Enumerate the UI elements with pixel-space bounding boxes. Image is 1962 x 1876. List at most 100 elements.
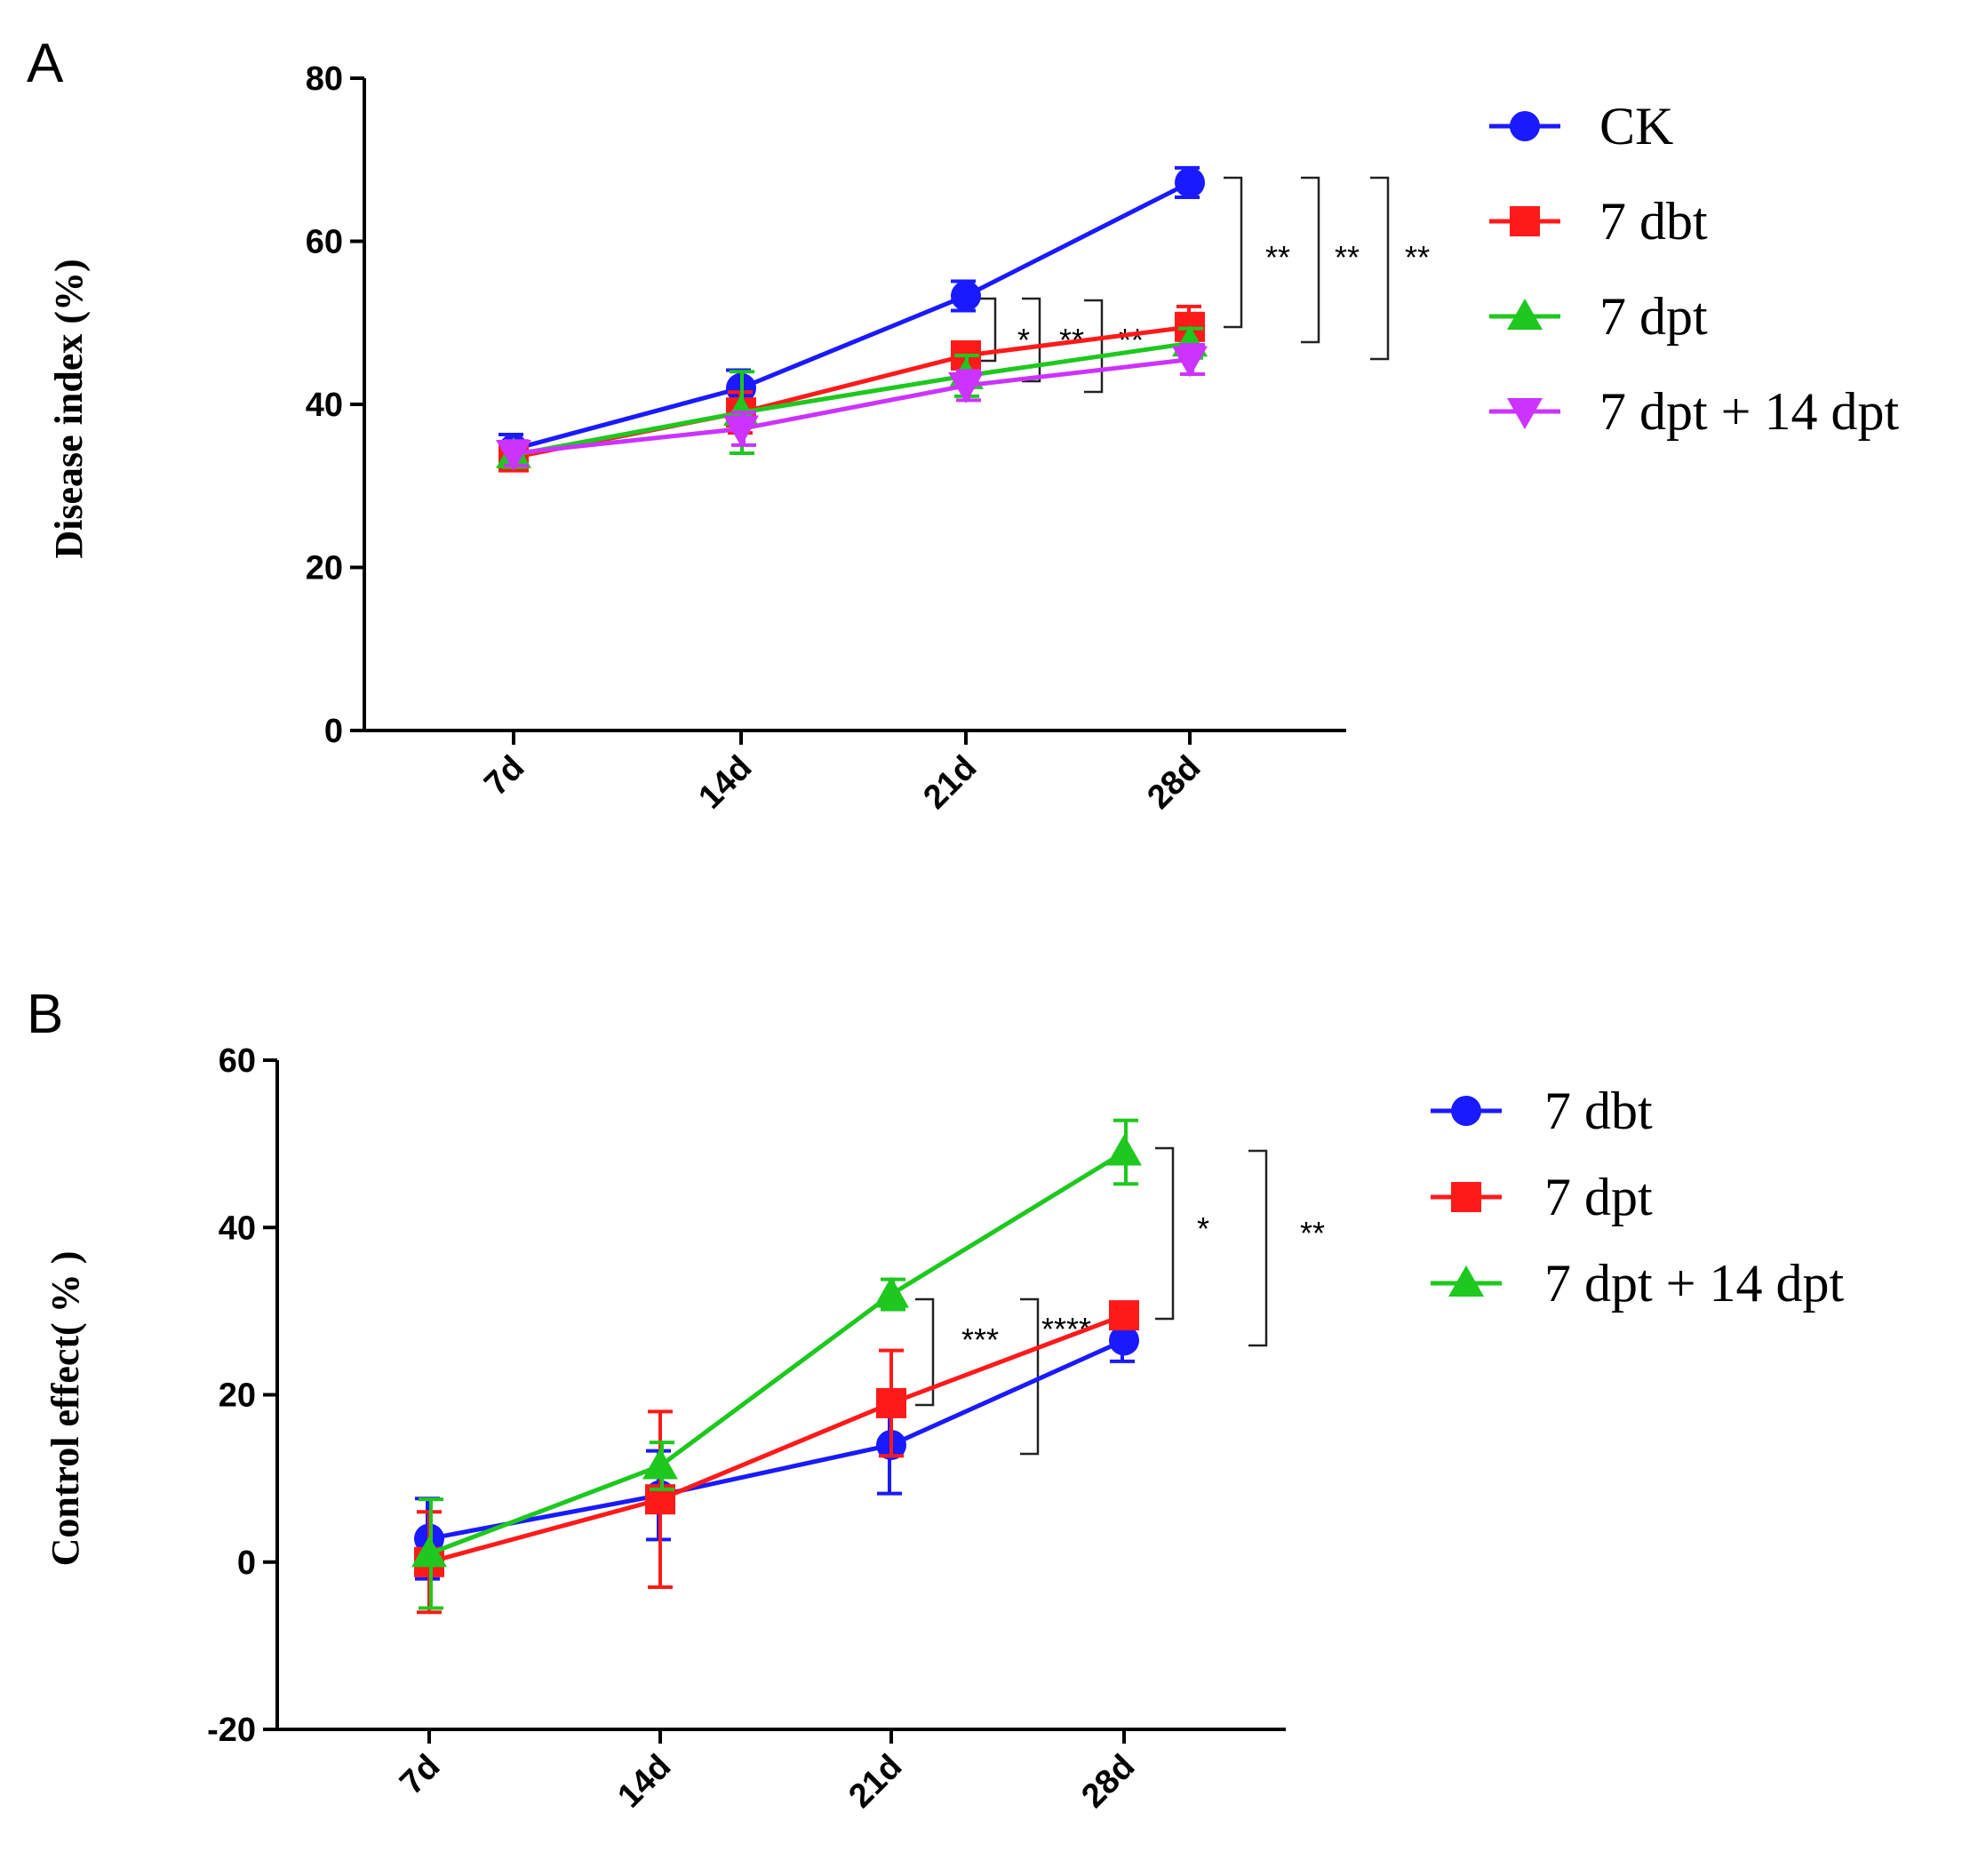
series-line [428,1150,1126,1556]
bracket-line [1020,1297,1040,1456]
series-7-dbt [498,304,1205,473]
significance-bracket: * [1155,1146,1209,1321]
significance-bracket: **** [1020,1297,1091,1456]
legend-item: 7 dbt [1489,192,1708,251]
series-line [513,180,1192,451]
y-tick-label: 80 [306,60,343,98]
data-point [1109,1325,1139,1356]
x-tick-label: 14d [691,749,759,817]
panel-b-ylabel: Control effect( % ) [44,1251,87,1567]
legend-marker [1451,1182,1481,1212]
y-tick-label: 20 [306,550,343,587]
y-tick-label: 20 [219,1377,256,1415]
bracket-line [1084,299,1104,394]
x-tick-label: 28d [1074,1748,1142,1816]
legend-label: 7 dpt + 14 dpt [1544,1254,1845,1313]
panel-b-significance: * ***** **** [915,1146,1325,1456]
data-point [1175,167,1205,198]
series-7-dpt [414,1300,1139,1615]
data-point [1106,1134,1142,1166]
bracket-line [1155,1146,1175,1321]
legend-marker [1448,1265,1484,1297]
panel-b-letter: B [27,984,63,1045]
significance-label: ** [1405,239,1430,275]
legend-label: 7 dpt + 14 dpt [1599,382,1900,441]
x-tick-label: 28d [1140,749,1208,817]
panel-a-letter: A [27,33,64,94]
series-line [513,340,1191,458]
panel-b-series [411,1118,1142,1615]
legend-marker [1451,1096,1481,1126]
y-tick-label: 0 [237,1545,256,1582]
bracket-line [1248,1149,1268,1347]
y-tick-label: 40 [219,1209,256,1247]
panel-a: A Disease index (%) 0 20 40 60 80 7d 14d 21d 28d… [27,33,1900,817]
bracket-line [977,297,997,363]
y-tick-label: 40 [306,387,343,424]
data-point [873,1276,909,1308]
legend-label: 7 dbt [1544,1082,1653,1140]
legend-item: 7 dpt [1431,1168,1653,1226]
significance-bracket: ** [1084,299,1144,394]
legend-marker [1510,206,1540,236]
series-ck [498,165,1205,466]
panel-b: B Control effect( % ) -20 0 20 40 60 7d 14d 21d… [27,984,1845,1816]
significance-bracket: ** [1248,1149,1325,1347]
legend-marker [1507,299,1543,330]
series-line [428,1313,1125,1565]
data-point [951,280,981,311]
legend-item: 7 dbt [1431,1082,1653,1140]
legend-item: 7 dpt + 14 dpt [1431,1254,1845,1313]
x-tick-label: 14d [610,1748,678,1816]
data-point [1172,346,1208,378]
significance-label: ** [1335,239,1360,275]
panel-a-ylabel: Disease index (%) [47,259,91,558]
series-line [513,357,1191,456]
legend-marker [1507,398,1543,429]
bracket-line [1301,176,1320,344]
bracket-line [915,1297,935,1407]
data-point [642,1448,678,1480]
series-7-dpt-14-dpt [411,1118,1142,1610]
significance-bracket: ** [1370,176,1430,361]
bracket-line [1370,176,1390,361]
panel-a-series [496,165,1208,473]
legend-item: 7 dpt + 14 dpt [1489,382,1900,441]
data-point [411,1536,447,1568]
y-tick-label: 60 [306,224,343,261]
x-tick-label: 21d [916,749,984,817]
legend-item: 7 dpt [1489,287,1708,346]
significance-label: *** [961,1321,999,1358]
data-point [723,415,759,447]
y-tick-label: 60 [219,1042,256,1080]
x-tick-label: 7d [477,749,531,803]
significance-bracket: ** [1224,176,1290,329]
y-tick-label: -20 [207,1712,256,1749]
significance-bracket: ** [1301,176,1360,344]
data-point [496,440,531,472]
legend-label: 7 dpt [1599,287,1708,346]
x-tick-label: 21d [841,1748,909,1816]
panel-a-legend: CK 7 dbt 7 dpt 7 dpt + 14 dpt [1489,97,1900,441]
data-point [876,1387,906,1418]
legend-item: CK [1489,97,1673,156]
legend-marker [1510,111,1540,141]
series-7-dpt-14-dpt [496,343,1208,472]
significance-label: ** [1265,239,1290,275]
legend-label: 7 dbt [1599,192,1708,251]
data-point [1109,1300,1139,1331]
significance-label: * [1017,322,1030,358]
bracket-line [1224,176,1243,329]
data-point [948,371,984,403]
y-tick-label: 0 [324,713,343,750]
panel-a-significance: ** ** *** ** ** [977,176,1430,394]
x-tick-label: 7d [393,1748,447,1802]
significance-bracket: *** [915,1297,999,1407]
significance-label: ** [1300,1215,1325,1251]
panel-b-legend: 7 dbt 7 dpt 7 dpt + 14 dpt [1431,1082,1845,1313]
series-line [428,1338,1126,1541]
legend-label: CK [1599,97,1673,156]
legend-label: 7 dpt [1544,1168,1653,1226]
bracket-line [1022,297,1041,383]
